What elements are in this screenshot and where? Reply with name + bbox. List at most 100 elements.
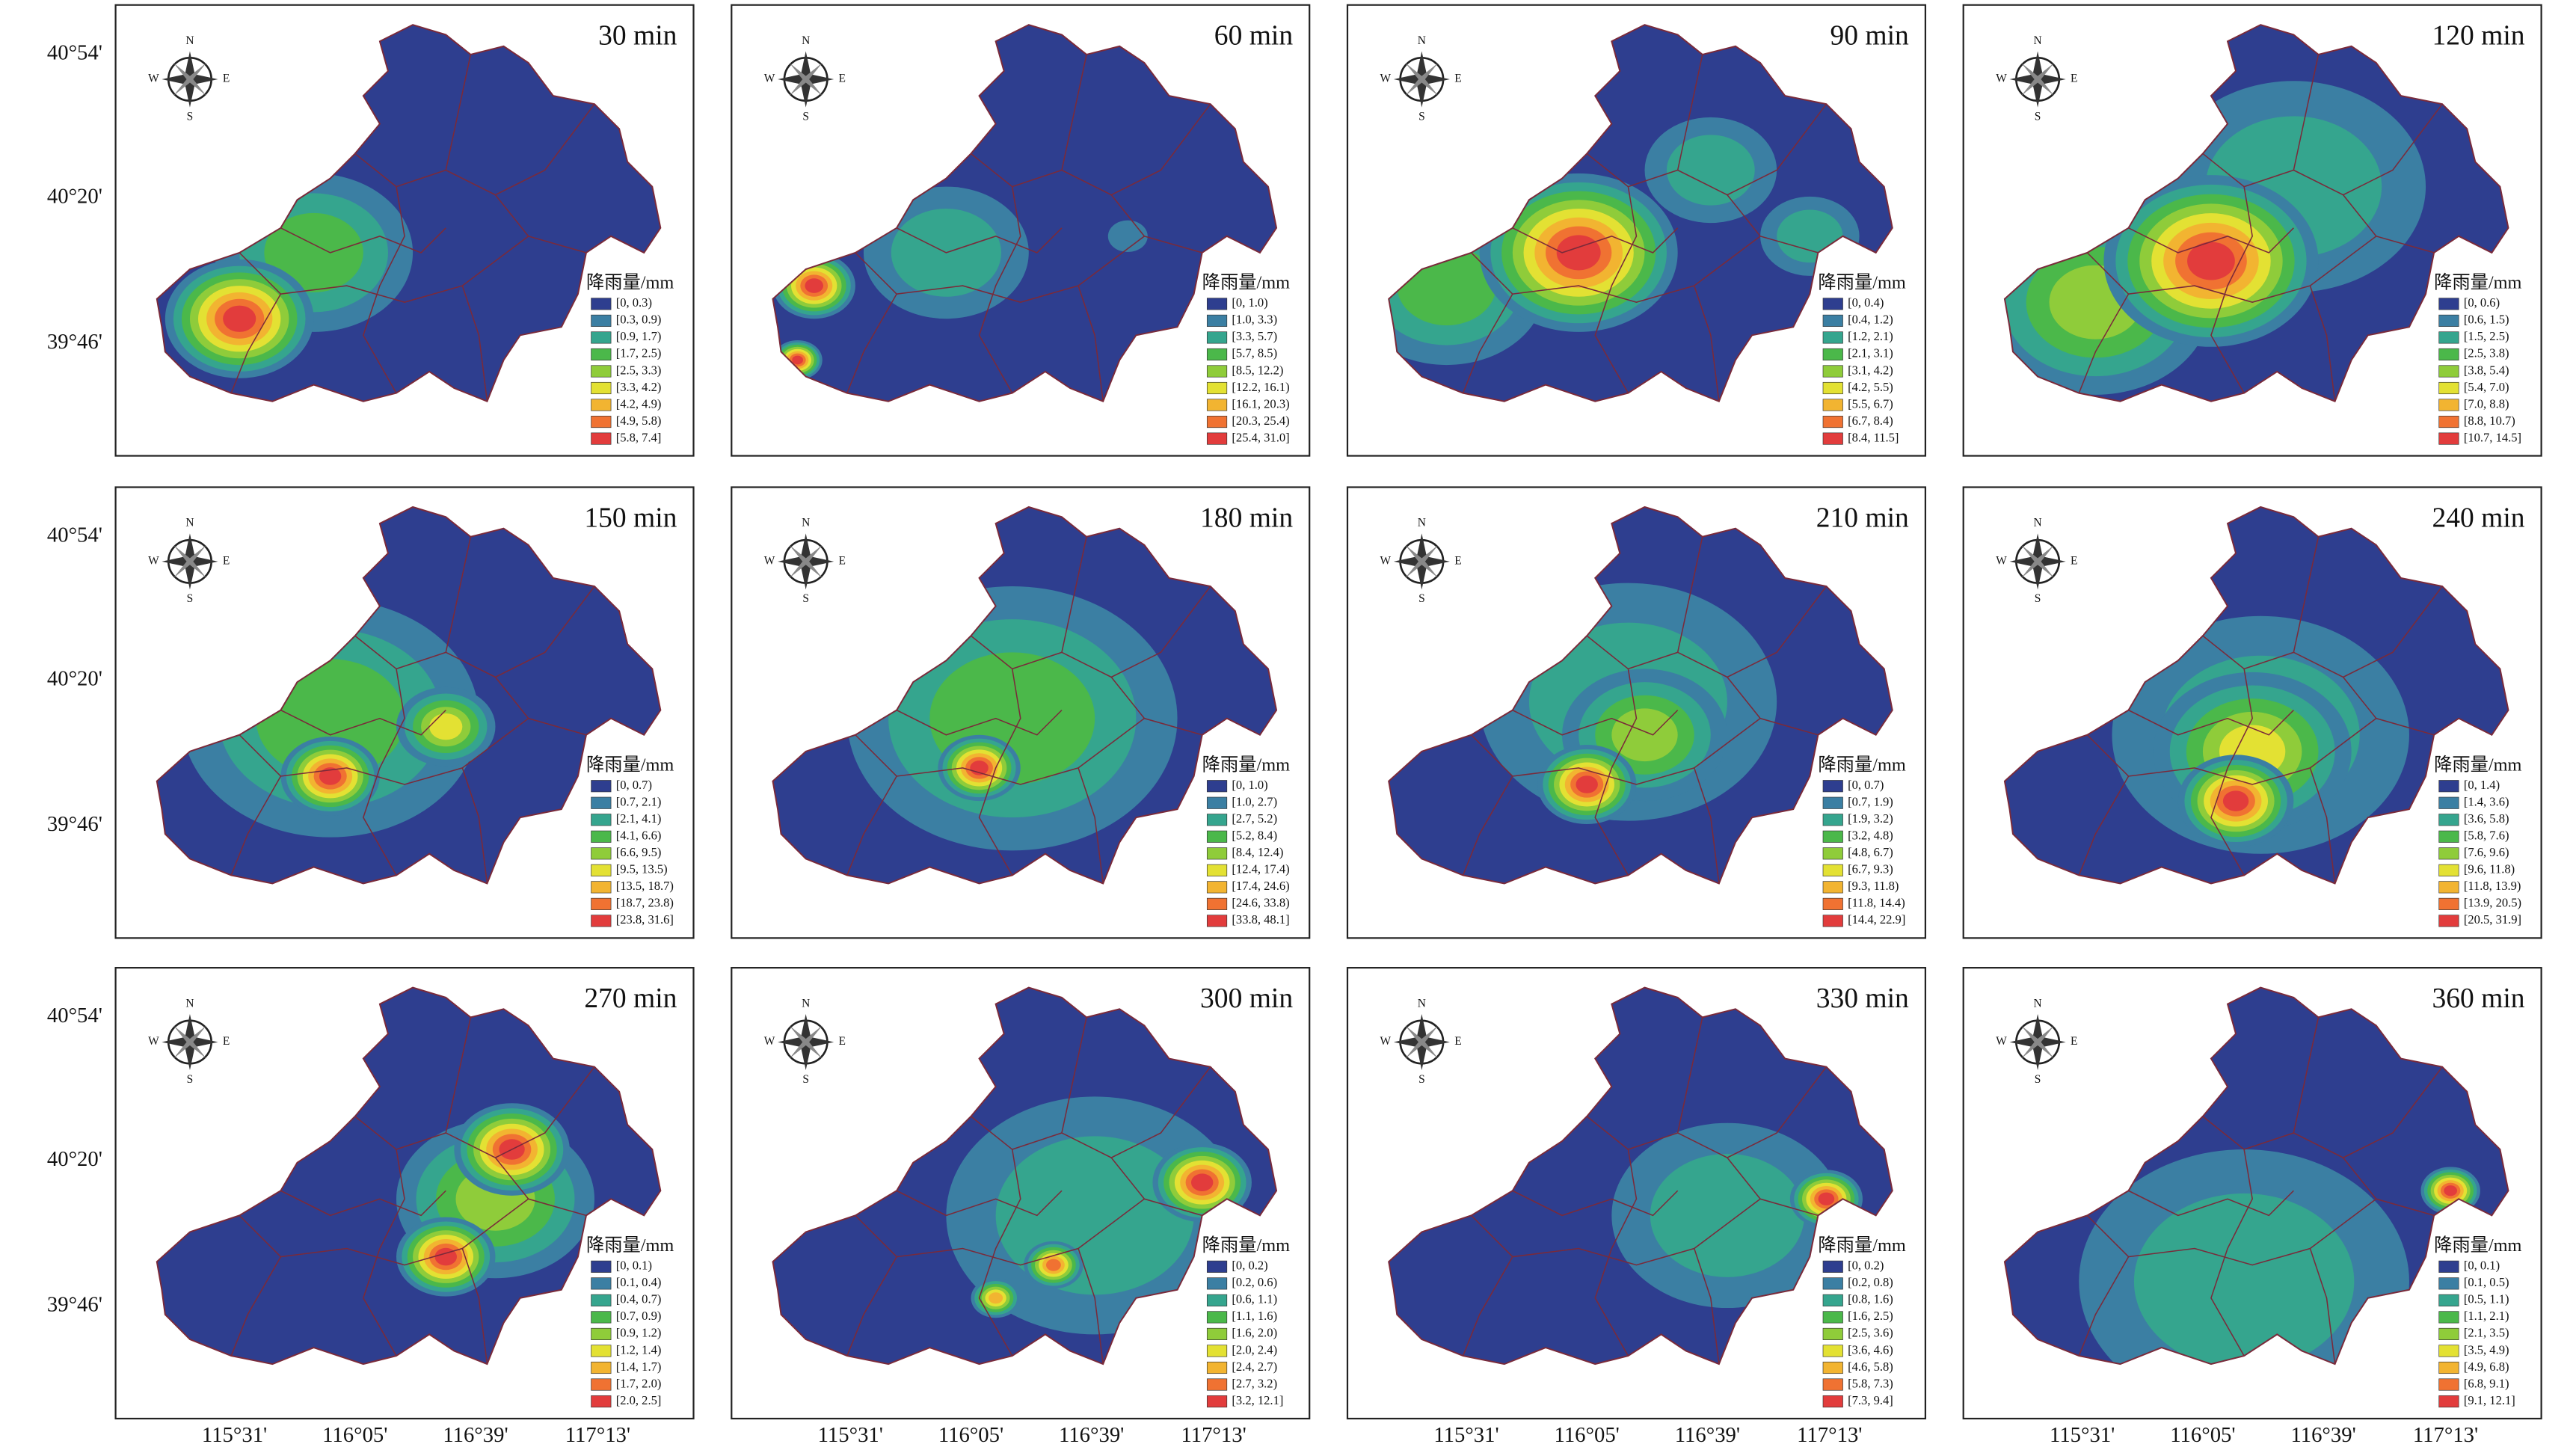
x-axis-label: 115°31'	[818, 1423, 883, 1447]
legend-label: [0, 0.2)	[1232, 1259, 1267, 1273]
rain-area	[1818, 1192, 1835, 1205]
district-border	[896, 227, 1063, 254]
map-panel: 150 min N S W E 降雨量/mm [0, 0.7) [0.7, 2.1) [2.1,…	[114, 486, 695, 939]
legend-label: [20.5, 31.9]	[2464, 912, 2521, 927]
x-axis-label: 117°13'	[1181, 1423, 1246, 1447]
district-border	[1462, 1256, 1513, 1357]
legend-label: [0.8, 1.6)	[1848, 1292, 1893, 1306]
district-border	[2128, 709, 2294, 736]
compass-s: S	[187, 110, 194, 123]
district-border	[239, 1198, 529, 1266]
rain-area	[2222, 790, 2249, 811]
compass-s: S	[802, 110, 809, 123]
district-border	[1061, 1017, 1087, 1134]
legend-label: [2.4, 2.7)	[1232, 1360, 1277, 1374]
district-border	[1586, 1066, 1828, 1158]
x-axis-label: 115°31'	[1433, 1423, 1498, 1447]
legend-swatch	[2438, 796, 2459, 809]
legend-swatch	[1206, 415, 1228, 428]
legend-swatch	[1206, 830, 1228, 843]
district-border	[1512, 1190, 1679, 1217]
legend-label: [4.9, 6.8)	[2464, 1360, 2509, 1374]
legend-label: [0, 0.6)	[2464, 295, 2500, 310]
district-border	[978, 186, 1021, 394]
district-border	[230, 1256, 282, 1357]
legend-swatch	[1206, 1311, 1228, 1324]
legend-label: [12.4, 17.4)	[1232, 862, 1289, 876]
legend-swatch	[1822, 1260, 1843, 1273]
legend-swatch	[591, 365, 612, 378]
legend-swatch	[1206, 432, 1228, 445]
legend-swatch	[591, 1378, 612, 1391]
map-panel: 90 min N S W E 降雨量/mm [0, 0.4) [0.4, 1.2) [1.2, …	[1346, 4, 1927, 457]
legend-swatch	[1206, 1361, 1228, 1374]
legend-swatch	[1822, 1277, 1843, 1290]
map-panel: 180 min N S W E 降雨量/mm [0, 1.0) [1.0, 2.7) [2.7,…	[731, 486, 1311, 939]
legend-swatch	[2438, 1277, 2459, 1290]
compass-n: N	[1418, 34, 1426, 47]
legend-swatch	[591, 331, 612, 344]
legend-swatch	[1822, 314, 1843, 327]
legend-label: [12.2, 16.1)	[1232, 380, 1289, 394]
district-border	[354, 103, 595, 196]
compass-s: S	[1418, 592, 1425, 605]
district-border	[2078, 775, 2130, 876]
legend-swatch	[1206, 881, 1228, 894]
legend-swatch	[1822, 432, 1843, 445]
compass-n: N	[1418, 517, 1426, 529]
legend-swatch	[591, 915, 612, 927]
compass-star-minor	[2021, 62, 2055, 96]
x-axis-label: 117°13'	[565, 1423, 630, 1447]
legend-label: [1.9, 3.2)	[1848, 811, 1893, 826]
legend-swatch	[2438, 1378, 2459, 1391]
legend-swatch	[1822, 1378, 1843, 1391]
region-outline	[772, 24, 1278, 402]
legend-label: [0.4, 1.2)	[1848, 313, 1893, 327]
legend-swatch	[2438, 314, 2459, 327]
legend-label: [4.2, 5.5)	[1848, 380, 1893, 394]
legend-swatch	[591, 1361, 612, 1374]
legend-label: [0.1, 0.4)	[616, 1275, 662, 1289]
rain-area	[989, 1292, 1003, 1304]
legend-title: 降雨量/mm	[2434, 755, 2521, 775]
x-axis-label: 115°31'	[2050, 1423, 2115, 1447]
rain-area	[2133, 1193, 2355, 1365]
legend-label: [0, 0.2)	[1848, 1259, 1884, 1273]
legend-swatch	[591, 881, 612, 894]
district-border	[280, 1190, 446, 1217]
district-border	[896, 1190, 1063, 1217]
compass-star-minor	[789, 1025, 823, 1059]
legend-label: [8.4, 11.5]	[1848, 430, 1899, 444]
map-panel: 270 min N S W E 降雨量/mm [0, 0.1) [0.1, 0.4) [0.4,…	[114, 967, 695, 1420]
legend-swatch	[2438, 331, 2459, 344]
rain-area	[1190, 1173, 1214, 1191]
rain-field	[1462, 1017, 1863, 1365]
legend-swatch	[2438, 830, 2459, 843]
legend-swatch	[1822, 1294, 1843, 1306]
legend-swatch	[1822, 881, 1843, 894]
y-axis-label: 40°20'	[47, 666, 102, 690]
legend-label: [0.6, 1.1)	[1232, 1292, 1277, 1306]
district-border	[1594, 669, 1638, 876]
y-axis-label: 40°20'	[47, 1147, 102, 1171]
x-axis-label: 116°05'	[1555, 1423, 1620, 1447]
district-border	[2202, 1066, 2443, 1158]
legend-swatch	[1206, 864, 1228, 876]
legend-label: [5.8, 7.6)	[2464, 829, 2509, 843]
legend-label: [0, 1.4)	[2464, 778, 2500, 792]
y-axis-label: 40°20'	[47, 185, 102, 209]
legend-label: [13.9, 20.5)	[2464, 896, 2521, 910]
legend-label: [2.5, 3.8)	[2464, 346, 2509, 360]
x-axis-label: 116°39'	[1059, 1423, 1124, 1447]
district-border	[2086, 236, 2377, 303]
legend-swatch	[2438, 298, 2459, 310]
compass-w: W	[148, 1035, 159, 1048]
legend-label: [11.8, 14.4)	[1848, 896, 1905, 910]
region-outline	[156, 24, 662, 402]
district-border	[461, 1248, 488, 1365]
legend-label: [10.7, 14.5]	[2464, 430, 2521, 444]
legend-title: 降雨量/mm	[1202, 755, 1290, 775]
rain-field	[230, 1017, 595, 1365]
